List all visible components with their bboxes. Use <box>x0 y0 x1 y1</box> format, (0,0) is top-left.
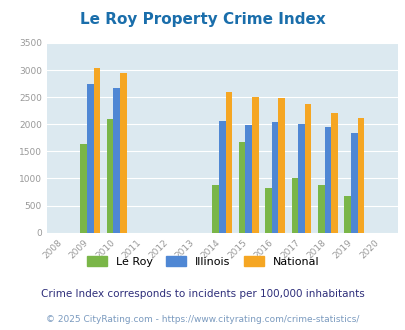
Bar <box>271 121 278 233</box>
Bar <box>113 88 119 233</box>
Bar <box>324 127 330 233</box>
Bar <box>119 73 126 233</box>
Bar <box>291 179 297 233</box>
Bar <box>297 124 304 233</box>
Legend: Le Roy, Illinois, National: Le Roy, Illinois, National <box>87 255 318 267</box>
Bar <box>225 92 232 233</box>
Bar <box>278 98 284 233</box>
Bar <box>218 121 225 233</box>
Bar <box>238 142 245 233</box>
Bar <box>304 104 311 233</box>
Bar <box>87 83 93 233</box>
Bar <box>80 144 87 233</box>
Bar <box>357 118 363 233</box>
Bar <box>93 68 100 233</box>
Bar <box>330 114 337 233</box>
Bar <box>107 119 113 233</box>
Bar <box>245 125 252 233</box>
Bar <box>212 185 218 233</box>
Text: © 2025 CityRating.com - https://www.cityrating.com/crime-statistics/: © 2025 CityRating.com - https://www.city… <box>46 315 359 324</box>
Text: Le Roy Property Crime Index: Le Roy Property Crime Index <box>80 12 325 26</box>
Bar <box>252 97 258 233</box>
Bar <box>264 188 271 233</box>
Bar <box>350 133 357 233</box>
Bar <box>343 196 350 233</box>
Text: Crime Index corresponds to incidents per 100,000 inhabitants: Crime Index corresponds to incidents per… <box>41 289 364 299</box>
Bar <box>317 185 324 233</box>
